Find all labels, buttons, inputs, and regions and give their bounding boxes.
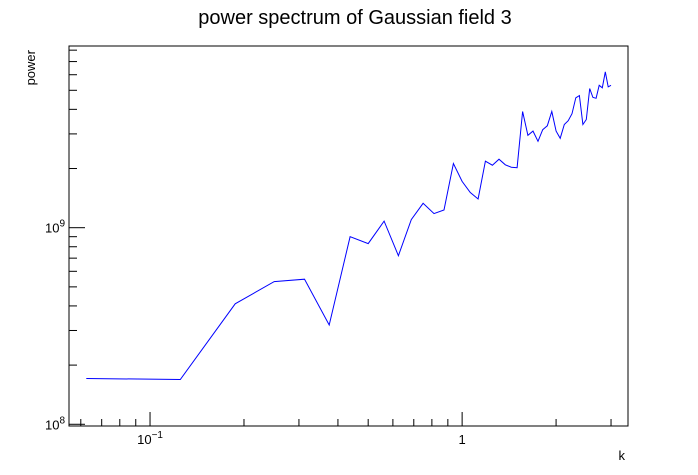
x-tick-label: 10−1 bbox=[137, 430, 163, 447]
y-tick-label: 108 bbox=[45, 415, 65, 432]
axis-ticks bbox=[69, 49, 612, 426]
tick-labels: 10−1 1 108 109 bbox=[45, 219, 466, 447]
y-tick-label: 109 bbox=[45, 219, 65, 236]
x-axis-label: k bbox=[619, 448, 626, 463]
plot-frame bbox=[68, 45, 629, 427]
series-line bbox=[86, 71, 612, 381]
y-axis-label: power bbox=[23, 49, 38, 85]
x-tick-label: 1 bbox=[459, 432, 466, 447]
chart-title: power spectrum of Gaussian field 3 bbox=[198, 7, 512, 29]
